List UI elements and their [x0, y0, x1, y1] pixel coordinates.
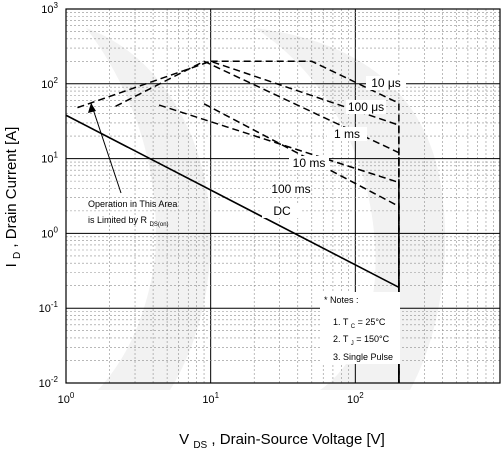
series-10ms-label: 10 ms — [293, 156, 326, 170]
series-10us-line — [210, 60, 400, 383]
x-tick-base-100: 10 — [347, 394, 359, 406]
x-tick-label-10: 101 — [202, 391, 219, 406]
y-tick-base-0.01: 10 — [39, 378, 51, 390]
note-3: 3. Single Pulse — [333, 352, 393, 362]
y-tick-label-1: 100 — [41, 225, 58, 240]
y-tick-base-100: 10 — [41, 79, 53, 91]
watermark-shape-left — [86, 28, 211, 390]
operation-annotation-main: is Limited by R — [88, 215, 148, 225]
series-100ms-label: 100 ms — [271, 182, 310, 196]
arrow-line — [90, 102, 122, 194]
note-2-sub: J — [351, 341, 354, 347]
notes-background — [320, 292, 400, 364]
y-tick-label-10: 101 — [41, 151, 58, 166]
series-100ms-line — [203, 103, 400, 383]
x-axis-label-rest: , Drain-Source Voltage [V] — [211, 431, 384, 448]
y-tick-exponent-100: 2 — [54, 76, 59, 85]
series-1ms-label: 1 ms — [334, 127, 360, 141]
y-tick-label-1000: 103 — [41, 1, 58, 16]
notes-box: * Notes : 1. T C = 25°C 2. T J = 150°C 3… — [320, 292, 400, 364]
note-1-post: = 25°C — [358, 317, 386, 327]
note-2-post: = 150°C — [356, 334, 389, 344]
x-tick-label-1: 100 — [58, 391, 75, 406]
y-tick-base-0.1: 10 — [39, 303, 51, 315]
note-1-pre: 1. T — [333, 317, 349, 327]
note-1: 1. T C = 25°C — [333, 317, 386, 330]
arrow-head — [88, 103, 96, 113]
operation-annotation-subscript: DS(on) — [150, 222, 169, 228]
x-axis-label-main: V — [179, 431, 189, 448]
y-tick-label-0.01: 10-2 — [39, 375, 59, 390]
series-100us-label: 100 μs — [348, 100, 384, 114]
y-axis-label-rest: , Drain Current [A] — [3, 127, 20, 248]
y-tick-exponent-1000: 3 — [54, 1, 59, 10]
series-10us-label-background — [366, 76, 406, 90]
operation-annotation-line1: Operation in This Area — [88, 199, 177, 209]
y-tick-exponent-1: 0 — [54, 225, 59, 234]
y-tick-exponent-10: 1 — [54, 151, 59, 160]
series-100us-label-background — [346, 100, 386, 114]
series-layer: DC 10 μs 100 μs 1 ms 10 ms 100 ms — [65, 60, 406, 383]
x-axis-label-sub: DS — [193, 440, 207, 450]
note-2-pre: 2. T — [333, 334, 349, 344]
y-axis-label-main: I — [3, 263, 20, 267]
series-10ms-label-background — [289, 156, 329, 170]
plot-border — [65, 8, 501, 384]
x-tick-base-1: 10 — [58, 394, 70, 406]
y-axis-label-sub: D — [12, 252, 23, 259]
series-dc-label: DC — [273, 204, 291, 218]
y-tick-base-1: 10 — [41, 228, 53, 240]
series-10us-label: 10 μs — [371, 76, 401, 90]
y-tick-base-10: 10 — [41, 154, 53, 166]
series-dc-label-background — [262, 204, 302, 218]
x-tick-exponent-100: 2 — [359, 391, 364, 400]
operation-annotation-line2: is Limited by R DS(on) — [88, 215, 169, 228]
series-1ms-label-background — [327, 127, 367, 141]
y-tick-exponent-0.01: -2 — [51, 375, 59, 384]
note-2: 2. T J = 150°C — [333, 334, 390, 347]
x-axis-label: V DS , Drain-Source Voltage [V] — [179, 431, 385, 450]
x-tick-exponent-1: 0 — [70, 391, 75, 400]
x-tick-label-100: 102 — [347, 391, 364, 406]
arrow-annotation — [88, 102, 122, 194]
x-tick-base-10: 10 — [202, 394, 214, 406]
y-tick-base-1000: 10 — [41, 4, 53, 16]
notes-title: * Notes : — [324, 295, 359, 305]
x-tick-exponent-10: 1 — [215, 391, 220, 400]
y-axis-label: I D , Drain Current [A] — [3, 127, 24, 268]
y-tick-label-100: 102 — [41, 76, 58, 91]
series-100ms-label-background — [271, 182, 311, 196]
y-tick-exponent-0.1: -1 — [51, 300, 59, 309]
y-tick-label-0.1: 10-1 — [39, 300, 59, 315]
note-1-sub: C — [351, 324, 356, 330]
